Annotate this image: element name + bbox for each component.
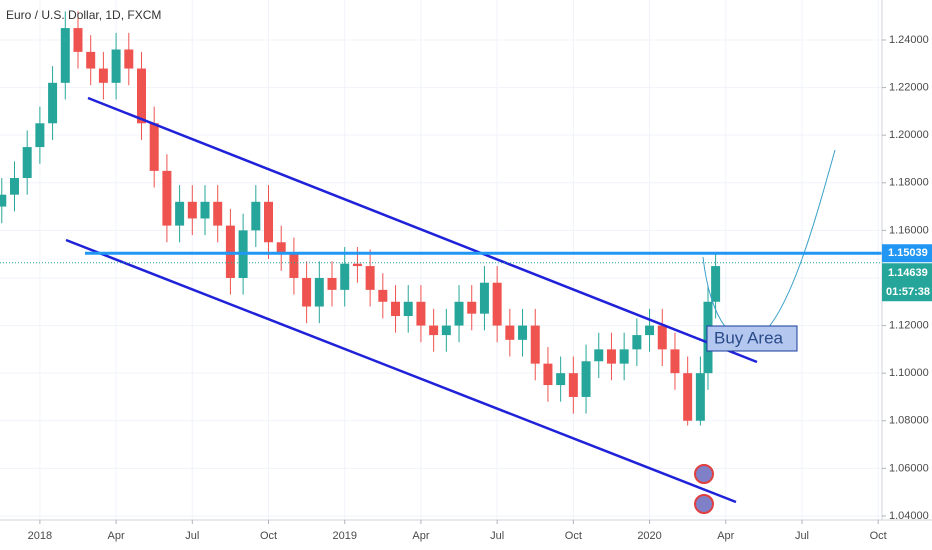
overlay: [0, 251, 882, 264]
candle-body: [365, 266, 375, 290]
candle-body: [48, 82, 58, 124]
x-tick-label: Jul: [185, 530, 199, 542]
y-tick-label: 1.04000: [889, 510, 929, 522]
buy-area-box: [706, 325, 798, 352]
last-price-tag-label: 1.14639: [888, 267, 928, 279]
x-tick-label: 2019: [332, 530, 356, 542]
event-icon: [694, 464, 714, 484]
candles: [0, 11, 721, 426]
candle-body: [632, 335, 642, 350]
y-tick-label: 1.24000: [889, 34, 929, 46]
candle-body: [352, 263, 362, 267]
chart-title: Euro / U.S. Dollar, 1D, FXCM: [6, 8, 161, 22]
candle-body: [264, 201, 274, 243]
candle-body: [60, 28, 70, 83]
candle-body: [441, 325, 451, 336]
candle-body: [73, 28, 83, 52]
candle-body: [378, 289, 388, 302]
x-tick-label: 2020: [637, 530, 661, 542]
candle-body: [327, 277, 337, 290]
y-tick-label: 1.12000: [889, 319, 929, 331]
candle-body: [162, 170, 172, 226]
candle-body: [479, 282, 489, 314]
last-price-tag: [882, 263, 932, 302]
candle-body: [22, 147, 32, 179]
candle-body: [187, 201, 197, 219]
countdown: 01:57:38: [886, 286, 930, 298]
candle-body: [98, 68, 108, 83]
x-tick-label: Apr: [717, 530, 734, 542]
upper-trend-line: [87, 96, 758, 364]
candle-body: [200, 201, 210, 219]
candle-body: [149, 123, 159, 171]
candle-body: [124, 49, 134, 69]
resistance-tag: [882, 244, 932, 263]
candle-body: [683, 373, 693, 421]
candle-body: [302, 277, 312, 307]
candle-body: [543, 363, 553, 386]
candle-body: [530, 325, 540, 364]
candle-body: [9, 178, 19, 195]
y-tick-label: 1.06000: [889, 462, 929, 474]
resistance-tag-label: 1.15039: [888, 247, 928, 259]
buy-area-label: Buy Area: [714, 328, 784, 347]
candle-body: [0, 194, 7, 207]
candle-body: [695, 373, 705, 421]
candle-body: [289, 254, 299, 278]
y-tick-label: 1.08000: [889, 415, 929, 427]
candle-body: [35, 123, 45, 148]
candle-body: [403, 301, 413, 317]
candle-body: [314, 277, 324, 307]
candle-body: [518, 325, 528, 340]
y-tick-label: 1.10000: [889, 367, 929, 379]
candle-body: [391, 301, 401, 317]
candle-body: [492, 282, 502, 326]
lower-trend-line: [65, 238, 737, 504]
x-tick-label: Oct: [260, 530, 277, 542]
y-tick-label: 1.20000: [889, 129, 929, 141]
candle-body: [505, 325, 515, 340]
candle-body: [111, 49, 121, 83]
x-tick-label: Apr: [108, 530, 125, 542]
x-tick-label: Oct: [565, 530, 582, 542]
candle-body: [594, 349, 604, 362]
x-tick-label: Jul: [795, 530, 809, 542]
candle-body: [136, 68, 146, 124]
x-tick-label: Oct: [870, 530, 887, 542]
candle-body: [416, 301, 426, 326]
x-tick-label: 2018: [28, 530, 52, 542]
y-tick-label: 1.16000: [889, 224, 929, 236]
candle-body: [454, 301, 464, 326]
candle-body: [670, 349, 680, 374]
candle-body: [619, 349, 629, 364]
candle-body: [645, 325, 655, 336]
candle-body: [86, 51, 96, 69]
candle-body: [340, 263, 350, 290]
candle-body: [276, 242, 286, 255]
candle-body: [581, 361, 591, 397]
candle-body: [251, 201, 261, 231]
candle-body: [711, 266, 721, 302]
candle-body: [556, 373, 566, 386]
candle-body: [467, 301, 477, 314]
x-tick-label: Jul: [490, 530, 504, 542]
candle-body: [657, 325, 667, 350]
y-tick-label: 1.22000: [889, 81, 929, 93]
candle-body: [429, 325, 439, 336]
candle-body: [568, 373, 578, 397]
event-icon: [694, 494, 714, 514]
candle-body: [175, 201, 185, 226]
y-tick-label: 1.18000: [889, 177, 929, 189]
x-tick-label: Apr: [412, 530, 429, 542]
candle-body: [213, 201, 223, 226]
candle-body: [606, 349, 616, 364]
